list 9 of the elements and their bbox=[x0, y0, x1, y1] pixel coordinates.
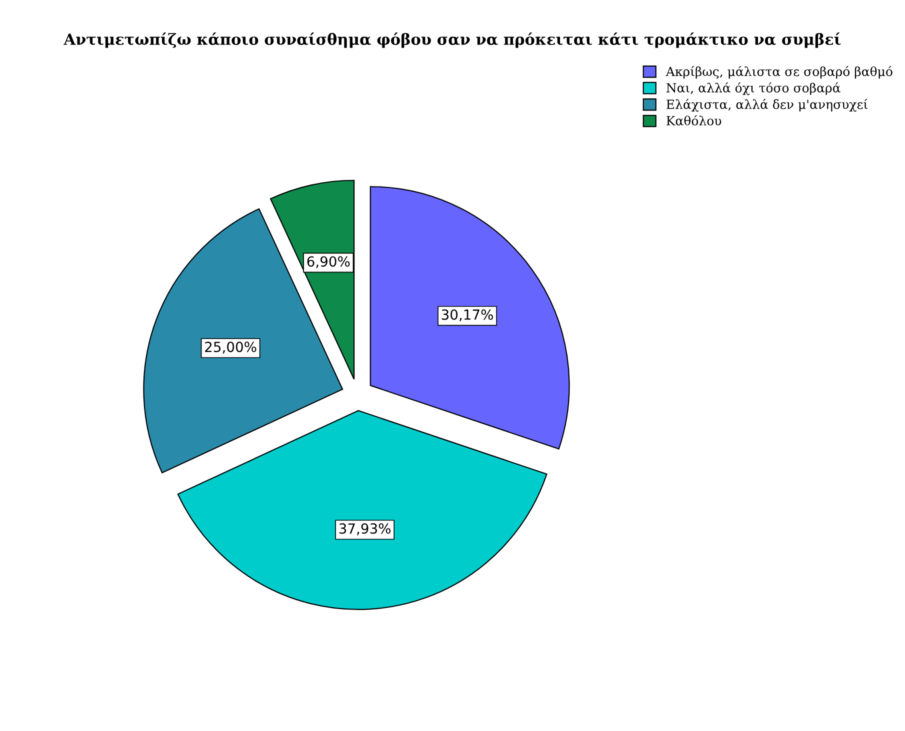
data-label: 25,00% bbox=[205, 342, 256, 354]
legend-label: Ελάχιστα, αλλά δεν μ'ανησυχεί bbox=[666, 98, 868, 112]
data-label: 30,17% bbox=[442, 309, 493, 322]
data-label: 37,93% bbox=[339, 523, 391, 536]
legend-label: Ναι, αλλά όχι τόσο σοβαρά bbox=[666, 82, 840, 96]
chart-title: Αντιμετωπίζω κάποιο συναίσθημα φόβου σαν να πρόκειται κάτι τρομάκτικο να συμβεί bbox=[64, 32, 841, 48]
legend-label: Καθόλου bbox=[666, 115, 722, 126]
legend-label: Ακρίβως, μάλιστα σε σοβαρό βαθμό bbox=[666, 66, 892, 79]
data-label: 6,90% bbox=[307, 256, 350, 268]
